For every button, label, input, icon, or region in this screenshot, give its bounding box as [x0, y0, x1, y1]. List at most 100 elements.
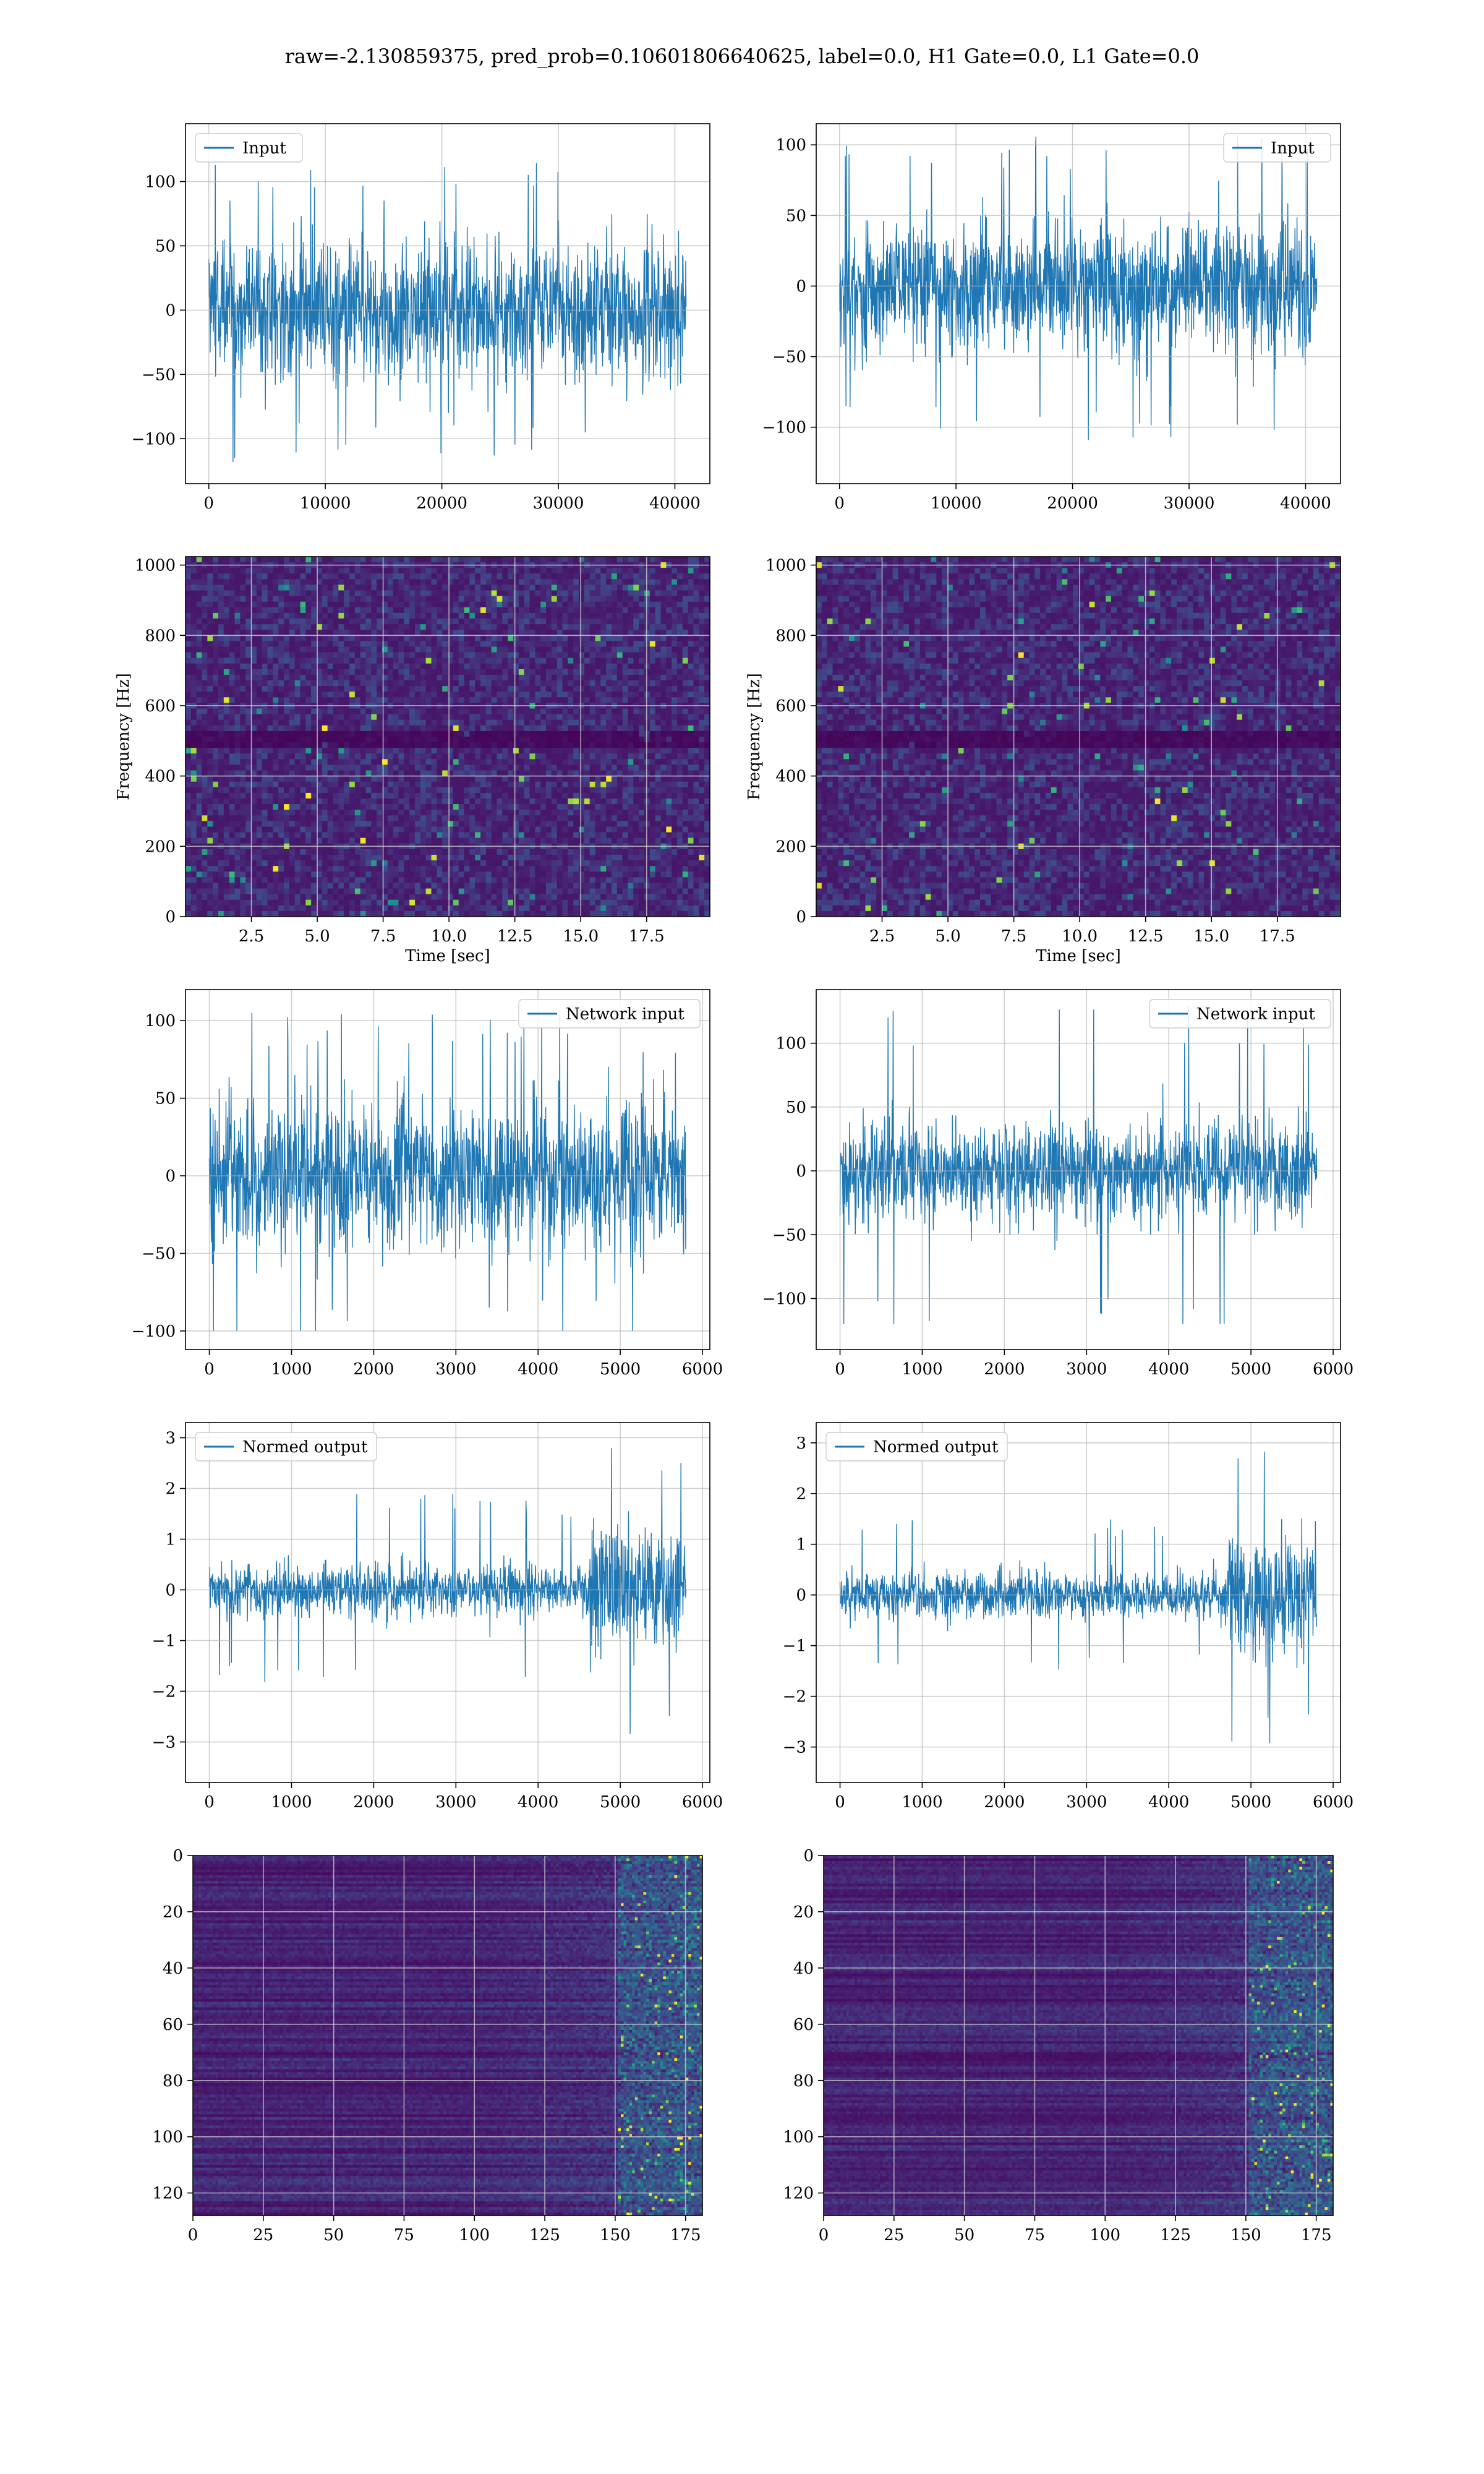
x-tick-label: 15.0	[1193, 927, 1229, 946]
x-tick-label: 2000	[353, 1793, 394, 1812]
x-tick-label: 125	[1160, 2226, 1191, 2245]
x-tick-label: 75	[394, 2226, 414, 2245]
x-tick-label: 4000	[1148, 1793, 1189, 1812]
series-line	[208, 1448, 687, 1734]
x-tick-label: 3000	[435, 1360, 476, 1379]
y-tick-label: −100	[132, 1322, 176, 1341]
grid-lines	[816, 124, 1341, 484]
x-tick-label: 17.5	[1260, 927, 1295, 946]
x-tick-label: 0	[819, 2226, 829, 2245]
x-tick-label: 2000	[984, 1793, 1025, 1812]
x-tick-label: 25	[884, 2226, 904, 2245]
x-tick-label: 10.0	[431, 927, 467, 946]
plot-area	[186, 1423, 710, 1783]
x-tick-label: 1000	[271, 1793, 312, 1812]
legend: Normed output	[195, 1432, 377, 1462]
y-tick-label: 0	[165, 1167, 176, 1186]
y-tick-label: 3	[796, 1434, 806, 1453]
plot-area	[816, 124, 1341, 484]
x-tick-label: 2.5	[869, 927, 895, 946]
y-tick-label: 20	[793, 1903, 814, 1922]
y-tick-label: 50	[155, 1090, 176, 1108]
x-tick-label: 125	[529, 2226, 560, 2245]
heatmap-cells	[824, 1856, 1333, 2215]
legend-label: Network input	[566, 1005, 684, 1024]
grid-lines	[816, 557, 1341, 917]
y-tick-label: 100	[152, 2128, 183, 2147]
subplot-r4c1: 0 25 50 75 100 125 150 175 0 20 40 60 80 100 120	[783, 1847, 1334, 2245]
grid-lines	[816, 1423, 1341, 1783]
legend: Network input	[1149, 999, 1331, 1029]
plot-area	[824, 1856, 1333, 2215]
x-tick-label: 50	[954, 2226, 974, 2245]
series-line	[208, 163, 687, 463]
x-tick-label: 100	[1090, 2226, 1120, 2245]
y-tick-label: 0	[803, 1847, 814, 1865]
x-tick-label: 10000	[300, 494, 351, 513]
heatmap-cells	[186, 557, 710, 917]
y-tick-label: 0	[796, 277, 806, 296]
subplot-r0c0: 0 10000 20000 30000 40000 −100 −50 0 50 100 Input	[132, 123, 710, 513]
axes-frame	[185, 1422, 710, 1783]
plot-area	[186, 557, 710, 917]
axes-frame	[185, 123, 710, 484]
axes-frame	[185, 556, 710, 917]
x-tick-label: 100	[459, 2226, 490, 2245]
x-tick-label: 6000	[1313, 1360, 1354, 1379]
x-tick-label: 3000	[1066, 1793, 1107, 1812]
x-tick-label: 10.0	[1062, 927, 1098, 946]
grid-lines	[186, 990, 710, 1350]
grid-lines	[186, 557, 710, 917]
y-tick-label: 60	[163, 2016, 183, 2034]
x-tick-label: 20000	[416, 494, 467, 513]
y-tick-label: 100	[145, 1012, 176, 1030]
subplot-r4c0: 0 25 50 75 100 125 150 175 0 20 40 60 80 100 120	[152, 1847, 703, 2245]
grid-lines	[193, 1856, 702, 2215]
y-tick-label: 0	[165, 908, 176, 927]
y-tick-label: 100	[145, 173, 176, 192]
y-tick-label: −2	[783, 1688, 806, 1706]
y-tick-label: −2	[152, 1682, 176, 1701]
y-tick-label: 3	[165, 1429, 176, 1448]
y-tick-label: 100	[775, 136, 806, 155]
x-tick-label: 75	[1025, 2226, 1045, 2245]
plot-area	[186, 124, 710, 484]
legend: Input	[195, 133, 303, 163]
x-tick-label: 150	[600, 2226, 631, 2245]
y-tick-label: −1	[783, 1637, 806, 1656]
y-axis-label: Frequency [Hz]	[745, 673, 764, 800]
axes-frame	[185, 989, 710, 1350]
x-tick-label: 5000	[1230, 1360, 1271, 1379]
legend-label: Input	[242, 139, 286, 158]
x-tick-label: 30000	[1164, 494, 1215, 513]
y-tick-label: 200	[145, 837, 176, 856]
y-tick-label: −100	[132, 430, 176, 448]
y-tick-label: 0	[165, 301, 176, 320]
y-tick-label: 800	[145, 627, 176, 645]
y-tick-label: −50	[142, 1244, 176, 1263]
x-tick-label: 0	[835, 1360, 845, 1379]
y-tick-label: 100	[775, 1035, 806, 1053]
axes-frame	[192, 1855, 703, 2216]
x-tick-label: 7.5	[1001, 927, 1026, 946]
grid-lines	[186, 124, 710, 484]
y-tick-label: 120	[152, 2185, 183, 2203]
y-tick-label: 80	[163, 2072, 183, 2091]
subplot-r3c0: 0 1000 2000 3000 4000 5000 6000 −3 −2 −1 0 1 2 3 Norme…	[152, 1422, 723, 1812]
x-tick-label: 15.0	[563, 927, 599, 946]
x-tick-label: 12.5	[497, 927, 533, 946]
y-tick-label: −50	[772, 1226, 806, 1244]
y-tick-label: −100	[762, 1290, 806, 1308]
x-tick-label: 20000	[1047, 494, 1098, 513]
x-tick-label: 7.5	[370, 927, 396, 946]
y-tick-label: −100	[762, 419, 806, 437]
legend-label: Network input	[1196, 1005, 1315, 1024]
x-tick-label: 1000	[902, 1793, 942, 1812]
x-tick-label: 4000	[1148, 1360, 1189, 1379]
x-tick-label: 4000	[518, 1360, 558, 1379]
y-tick-label: 2	[165, 1480, 176, 1499]
x-tick-label: 40000	[649, 494, 701, 513]
axes-frame	[816, 556, 1341, 917]
y-tick-label: 100	[783, 2128, 814, 2147]
